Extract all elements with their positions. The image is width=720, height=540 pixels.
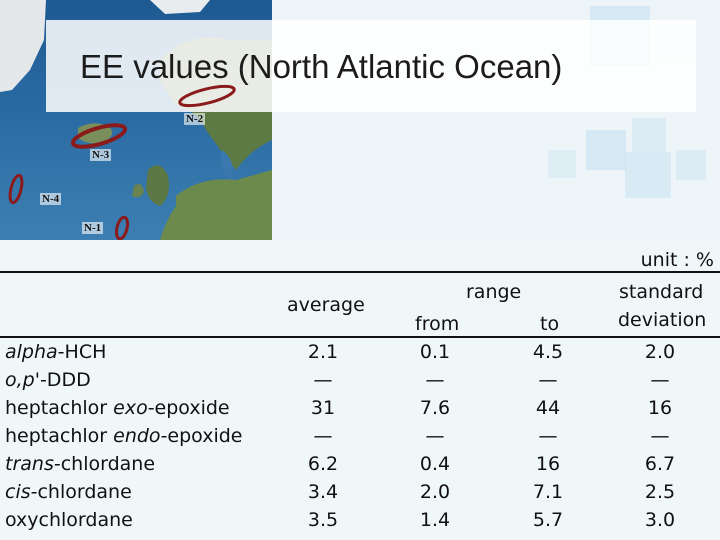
station-label-n2: N-2 — [184, 113, 206, 125]
compound-name: alpha-HCH — [5, 341, 107, 363]
cell-from: 0.4 — [419, 453, 451, 475]
table-row: heptachlor endo-epoxide — — — — — [0, 425, 720, 453]
compound-name: oxychlordane — [5, 509, 133, 531]
decor-square — [632, 118, 666, 152]
unit-label: unit : % — [640, 249, 714, 271]
station-label-n4: N-4 — [40, 193, 62, 205]
cell-from: 2.0 — [419, 481, 451, 503]
header-rule — [0, 336, 720, 338]
cell-average: 3.4 — [307, 481, 339, 503]
cell-sd: 3.0 — [644, 509, 676, 531]
compound-name: heptachlor exo-epoxide — [5, 397, 230, 419]
table-area — [0, 240, 720, 540]
cell-from: 1.4 — [419, 509, 451, 531]
compound-name: heptachlor endo-epoxide — [5, 425, 243, 447]
station-ellipse-n4 — [8, 173, 24, 205]
header-average: average — [287, 294, 365, 316]
title-band — [46, 20, 696, 112]
header-deviation: deviation — [618, 309, 707, 331]
table-row: cis-chlordane 3.4 2.0 7.1 2.5 — [0, 481, 720, 509]
cell-to: 44 — [535, 397, 561, 419]
cell-average: 2.1 — [307, 341, 339, 363]
table-row: trans-chlordane 6.2 0.4 16 6.7 — [0, 453, 720, 481]
cell-average: 3.5 — [307, 509, 339, 531]
cell-to: 16 — [535, 453, 561, 475]
cell-average: 31 — [310, 397, 336, 419]
station-label-n3: N-3 — [90, 149, 112, 161]
cell-to: 5.7 — [532, 509, 564, 531]
compound-name: trans-chlordane — [5, 453, 156, 475]
station-label-n1: N-1 — [82, 222, 104, 234]
station-ellipse-n1 — [114, 215, 130, 241]
table-row: oxychlordane 3.5 1.4 5.7 3.0 — [0, 509, 720, 537]
header-standard: standard — [619, 281, 704, 303]
page-title: EE values (North Atlantic Ocean) — [80, 48, 563, 85]
cell-from: — — [425, 425, 445, 447]
cell-from: 0.1 — [419, 341, 451, 363]
compound-name: cis-chlordane — [5, 481, 132, 503]
decor-square — [625, 152, 671, 198]
cell-sd: — — [650, 425, 670, 447]
cell-sd: 2.5 — [644, 481, 676, 503]
cell-sd: 16 — [647, 397, 673, 419]
cell-from: 7.6 — [419, 397, 451, 419]
table-top-rule — [0, 271, 720, 273]
header-range: range — [466, 281, 522, 303]
cell-to: — — [538, 369, 558, 391]
cell-sd: 6.7 — [644, 453, 676, 475]
cell-average: — — [313, 425, 333, 447]
cell-average: — — [313, 369, 333, 391]
cell-average: 6.2 — [307, 453, 339, 475]
station-ellipse-n3 — [70, 123, 128, 149]
decor-square — [586, 130, 626, 170]
cell-from: — — [425, 369, 445, 391]
cell-sd: — — [650, 369, 670, 391]
decor-square — [676, 150, 706, 180]
table-row: alpha-HCH 2.1 0.1 4.5 2.0 — [0, 341, 720, 369]
header-from: from — [415, 313, 460, 335]
cell-to: 7.1 — [532, 481, 564, 503]
table-row: heptachlor exo-epoxide 31 7.6 44 16 — [0, 397, 720, 425]
decor-square — [548, 150, 576, 178]
cell-sd: 2.0 — [644, 341, 676, 363]
compound-name: o,p'-DDD — [5, 369, 91, 391]
cell-to: 4.5 — [532, 341, 564, 363]
table-row: o,p'-DDD — — — — — [0, 369, 720, 397]
header-to: to — [540, 313, 560, 335]
cell-to: — — [538, 425, 558, 447]
station-ellipse-n2 — [178, 84, 236, 108]
